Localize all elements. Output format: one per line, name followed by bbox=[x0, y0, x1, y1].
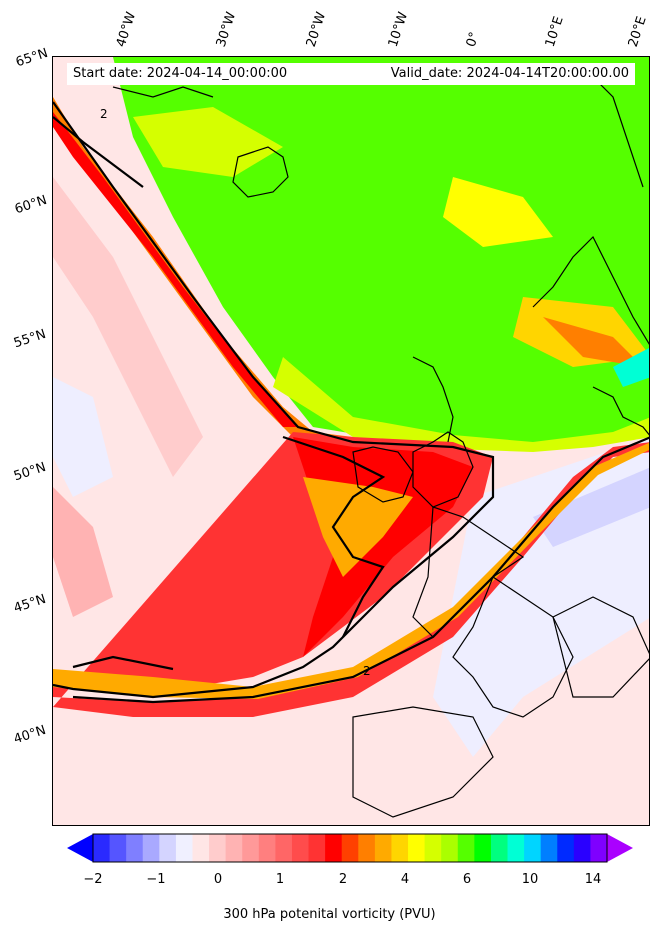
colorbar-over-arrow bbox=[607, 834, 633, 862]
colorbar-tick: −1 bbox=[146, 872, 166, 887]
colorbar-under-arrow bbox=[67, 834, 93, 862]
colorbar-tick: 1 bbox=[275, 872, 285, 887]
longitude-label: 20°E bbox=[625, 14, 650, 50]
colorbar-label: 300 hPa potenital vorticity (PVU) bbox=[223, 907, 436, 922]
pv-trough-inner bbox=[303, 477, 413, 577]
longitude-label: 40°W bbox=[113, 10, 140, 49]
colorbar-cell bbox=[109, 834, 127, 862]
coastlines bbox=[112, 76, 649, 818]
colorbar-cell bbox=[142, 834, 160, 862]
latitude-label: 60°N bbox=[13, 192, 49, 218]
longitude-label: 10°E bbox=[542, 14, 567, 50]
latitude-label: 65°N bbox=[14, 45, 50, 71]
colorbar-tick: 10 bbox=[521, 872, 539, 887]
latitude-label: 45°N bbox=[12, 591, 48, 617]
colorbar-cell bbox=[291, 834, 310, 862]
contour-label: 2 bbox=[100, 107, 108, 121]
colorbar-cell bbox=[358, 834, 376, 862]
longitude-label: 30°W bbox=[213, 10, 240, 49]
colorbar-tick: −2 bbox=[83, 872, 103, 887]
cyan-patch bbox=[613, 348, 649, 387]
colorbar-cell bbox=[126, 834, 144, 862]
colorbar-cell bbox=[507, 834, 525, 862]
pv-streak bbox=[53, 487, 113, 617]
colorbar-cell bbox=[408, 834, 426, 862]
colorbar-cell bbox=[192, 834, 210, 862]
colorbar-cell bbox=[341, 834, 359, 862]
colorbar-cell bbox=[159, 834, 177, 862]
pv-field-map bbox=[53, 57, 649, 825]
longitude-label: 10°W bbox=[385, 10, 412, 49]
colorbar-tick: 6 bbox=[462, 872, 472, 887]
latitude-label: 55°N bbox=[12, 326, 48, 352]
orange-patch bbox=[543, 317, 643, 367]
colorbar-cell bbox=[275, 834, 293, 862]
yellow-band bbox=[273, 357, 649, 452]
pv-2-contours bbox=[53, 101, 649, 704]
map-panel bbox=[52, 56, 650, 826]
colorbar-tick: 2 bbox=[338, 872, 348, 887]
pv-streak bbox=[53, 177, 203, 477]
low-pv-patch bbox=[533, 467, 649, 547]
colorbar-cell bbox=[225, 834, 243, 862]
colorbar-cell bbox=[325, 834, 343, 862]
colorbar-cell bbox=[242, 834, 260, 862]
start-date-label: Start date: 2024-04-14_00:00:00 bbox=[67, 63, 338, 85]
colorbar-cell bbox=[573, 834, 591, 862]
longitude-label: 0° bbox=[463, 30, 483, 49]
colorbar-cell bbox=[308, 834, 326, 862]
colorbar-tick: 14 bbox=[584, 872, 602, 887]
colorbar-cell bbox=[457, 834, 475, 862]
colorbar-cell bbox=[175, 834, 193, 862]
colorbar-cell bbox=[490, 834, 509, 862]
colorbar-frame bbox=[92, 833, 608, 863]
colorbar-cell bbox=[374, 834, 392, 862]
colorbar-cell bbox=[540, 834, 558, 862]
contour-label: 2 bbox=[363, 664, 371, 678]
colorbar-cell bbox=[258, 834, 276, 862]
latitude-label: 40°N bbox=[12, 722, 48, 748]
colorbar-cell bbox=[424, 834, 442, 862]
colorbar-cell bbox=[590, 834, 608, 862]
latitude-label: 50°N bbox=[12, 459, 48, 485]
yellow-patch bbox=[443, 177, 553, 247]
colorbar-cell bbox=[524, 834, 542, 862]
colorbar-tick: 4 bbox=[400, 872, 410, 887]
valid-date-label: Valid_date: 2024-04-14T20:00:00.00 bbox=[332, 63, 635, 85]
low-pv-patch bbox=[53, 377, 113, 497]
colorbar-tick: 0 bbox=[213, 872, 223, 887]
colorbar-cell bbox=[441, 834, 459, 862]
colorbar-cell bbox=[93, 834, 111, 862]
colorbar-cell bbox=[557, 834, 575, 862]
colorbar-cell bbox=[209, 834, 227, 862]
colorbar-cell bbox=[474, 834, 492, 862]
colorbar-cell bbox=[391, 834, 409, 862]
longitude-label: 20°W bbox=[303, 10, 330, 49]
yellow-patch bbox=[133, 107, 283, 177]
